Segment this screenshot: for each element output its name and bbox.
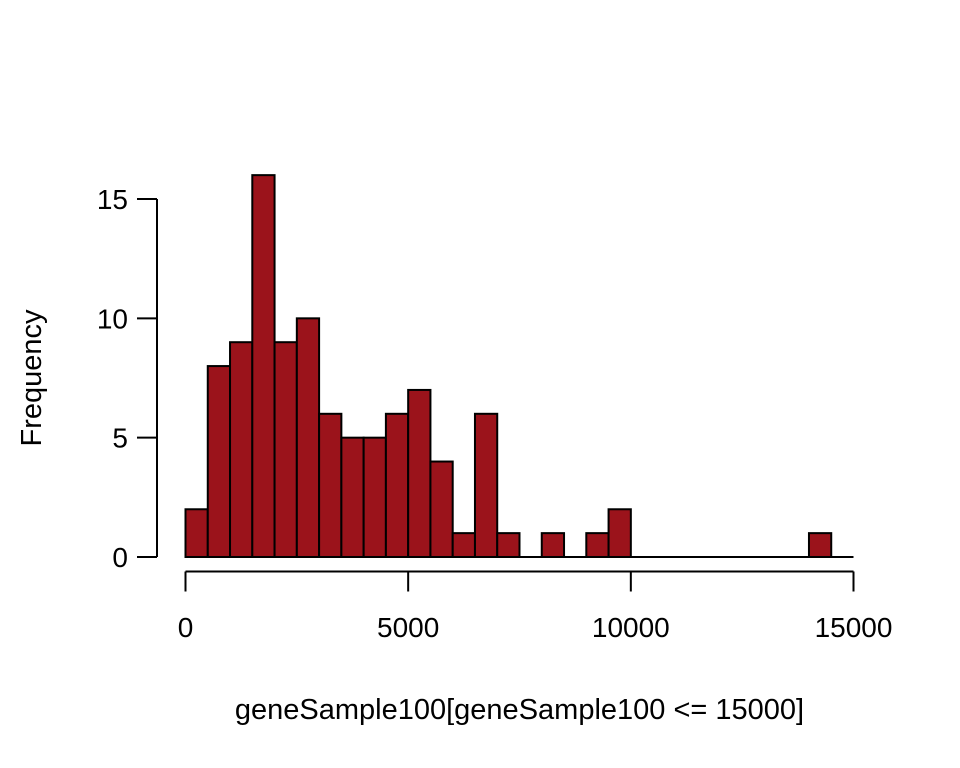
histogram-bar bbox=[318, 412, 343, 558]
axes-layer: 0 5 10 15 0 5000 10000 15000 bbox=[97, 184, 893, 643]
histogram-bar bbox=[295, 317, 321, 559]
y-tick-label: 5 bbox=[112, 423, 128, 454]
y-tick-label: 10 bbox=[97, 303, 128, 334]
histogram-bar bbox=[273, 341, 298, 559]
histogram-bar bbox=[206, 365, 232, 559]
x-tick-label: 15000 bbox=[815, 612, 893, 643]
histogram-bar bbox=[473, 412, 499, 558]
histogram-bar bbox=[251, 174, 276, 558]
y-axis-title: Frequency bbox=[16, 309, 48, 447]
histogram-bar bbox=[807, 532, 833, 559]
x-tick-label: 0 bbox=[178, 612, 194, 643]
histogram-bar bbox=[184, 508, 209, 558]
y-tick-label: 15 bbox=[97, 184, 128, 215]
x-tick-label: 5000 bbox=[377, 612, 439, 643]
histogram-bar bbox=[607, 508, 632, 558]
histogram-bar bbox=[429, 460, 454, 558]
histogram-bar bbox=[340, 436, 365, 558]
x-tick-label: 10000 bbox=[592, 612, 670, 643]
histogram-bar bbox=[229, 341, 254, 559]
x-axis-title: geneSample100[geneSample100 <= 15000] bbox=[235, 694, 804, 726]
y-tick-label: 0 bbox=[112, 542, 128, 573]
histogram-bar bbox=[407, 388, 432, 558]
bars-layer bbox=[184, 174, 854, 559]
histogram-bar bbox=[496, 532, 521, 559]
histogram-bar bbox=[362, 436, 387, 558]
histogram-bar bbox=[451, 532, 476, 559]
histogram-bar bbox=[540, 532, 566, 559]
histogram-bar bbox=[585, 532, 610, 559]
histogram-bar bbox=[384, 412, 410, 558]
